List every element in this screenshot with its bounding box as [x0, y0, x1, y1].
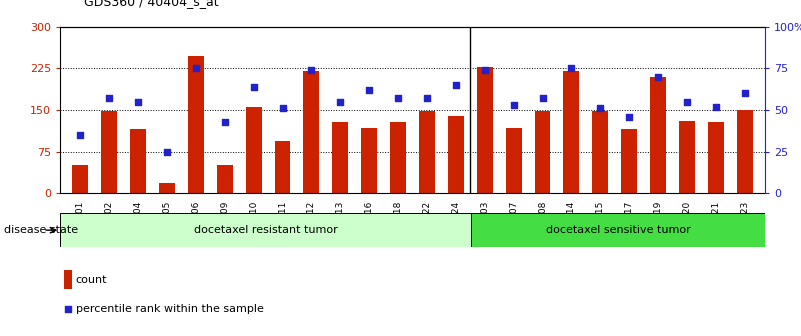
Point [248, 84, 260, 89]
Bar [505, 128, 521, 193]
Point [739, 91, 751, 96]
Bar [534, 111, 550, 193]
Point [710, 104, 723, 110]
Bar [217, 166, 232, 193]
Bar [246, 107, 262, 193]
Point [449, 82, 462, 88]
Bar [593, 111, 608, 193]
Bar [708, 122, 724, 193]
Bar [679, 121, 695, 193]
Bar [188, 56, 203, 193]
Point [652, 74, 665, 80]
Point [478, 68, 491, 73]
Point [62, 306, 74, 312]
Text: count: count [75, 275, 107, 285]
Bar [477, 67, 493, 193]
Text: GDS360 / 40404_s_at: GDS360 / 40404_s_at [84, 0, 219, 8]
Bar [72, 166, 88, 193]
Point [160, 149, 173, 154]
Bar [448, 116, 464, 193]
Bar [101, 111, 117, 193]
Point [219, 119, 231, 124]
Bar [130, 129, 146, 193]
Point [421, 96, 433, 101]
Bar [419, 111, 435, 193]
Bar [304, 71, 320, 193]
Bar [60, 213, 471, 247]
Text: docetaxel resistant tumor: docetaxel resistant tumor [194, 225, 337, 235]
Point [565, 66, 578, 71]
Bar [64, 270, 72, 289]
Bar [361, 128, 377, 193]
Point [681, 99, 694, 104]
Point [103, 96, 115, 101]
Point [190, 66, 203, 71]
Bar [275, 140, 291, 193]
Bar [563, 71, 579, 193]
Bar [471, 213, 765, 247]
Bar [650, 77, 666, 193]
Point [334, 99, 347, 104]
Bar [332, 122, 348, 193]
Bar [737, 110, 753, 193]
Point [276, 106, 289, 111]
Point [536, 96, 549, 101]
Point [131, 99, 144, 104]
Point [392, 96, 405, 101]
Point [594, 106, 606, 111]
Point [74, 132, 87, 138]
Point [507, 102, 520, 108]
Point [363, 87, 376, 93]
Bar [159, 183, 175, 193]
Text: percentile rank within the sample: percentile rank within the sample [75, 304, 264, 314]
Point [622, 114, 635, 119]
Point [305, 68, 318, 73]
Bar [390, 122, 406, 193]
Text: docetaxel sensitive tumor: docetaxel sensitive tumor [545, 225, 690, 235]
Bar [622, 129, 637, 193]
Text: disease state: disease state [4, 225, 78, 235]
